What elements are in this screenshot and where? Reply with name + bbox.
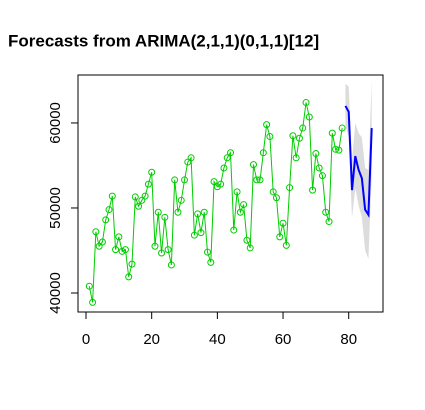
observed-point (102, 216, 110, 224)
observed-point (269, 188, 277, 196)
observed-point (325, 218, 333, 226)
y-tick-label: 50000 (47, 187, 64, 229)
observed-point (295, 134, 303, 142)
observed-point (240, 201, 248, 209)
x-tick-label: 0 (82, 331, 90, 348)
x-tick-label: 40 (209, 331, 226, 348)
observed-point (158, 249, 166, 257)
observed-point (318, 172, 326, 180)
observed-point (171, 176, 179, 184)
observed-point (259, 149, 267, 157)
observed-point (289, 132, 297, 140)
observed-point (246, 244, 254, 252)
observed-point (174, 208, 182, 216)
observed-point (85, 282, 93, 290)
observed-point (292, 154, 300, 162)
observed-point (98, 238, 106, 246)
observed-point (253, 176, 261, 184)
observed-point (263, 121, 271, 129)
observed-point (335, 146, 343, 154)
observed-point (184, 158, 192, 166)
observed-point (131, 193, 139, 201)
observed-point (338, 124, 346, 132)
observed-point (197, 229, 205, 237)
observed-point (141, 192, 149, 200)
observed-point (236, 208, 244, 216)
x-tick-label: 80 (340, 331, 357, 348)
observed-point (207, 258, 215, 266)
observed-point (154, 208, 162, 216)
observed-point (217, 180, 225, 188)
observed-point (299, 124, 307, 132)
observed-point (282, 241, 290, 249)
observed-point (249, 161, 257, 169)
observed-point (315, 164, 323, 172)
observed-point (108, 192, 116, 200)
observed-point (89, 298, 97, 306)
y-tick-label: 60000 (47, 102, 64, 144)
observed-point (305, 113, 313, 121)
observed-point (167, 261, 175, 269)
observed-point (128, 260, 136, 268)
observed-point (230, 226, 238, 234)
observed-point (148, 168, 156, 176)
observed-point (256, 176, 264, 184)
observed-point (309, 186, 317, 194)
observed-point (194, 210, 202, 218)
observed-point (272, 194, 280, 202)
observed-point (223, 154, 231, 162)
observed-point (161, 213, 169, 221)
observed-point (243, 236, 251, 244)
observed-point (151, 242, 159, 250)
observed-point (332, 145, 340, 153)
observed-point (302, 99, 310, 107)
observed-point (276, 233, 284, 241)
observed-point (190, 231, 198, 239)
forecast-line (344, 105, 373, 218)
observed-point (204, 248, 212, 256)
observed-point (312, 150, 320, 158)
observed-point (328, 129, 336, 137)
observed-point (210, 178, 218, 186)
plot-box (77, 74, 384, 313)
observed-point (115, 233, 123, 241)
observed-point (138, 196, 146, 204)
observed-point (135, 202, 143, 210)
observed-point (125, 273, 133, 281)
observed-point (220, 164, 228, 172)
observed-point (121, 246, 129, 254)
x-tick-label: 60 (275, 331, 292, 348)
observed-point (92, 228, 100, 236)
observed-point (227, 149, 234, 157)
observed-point (279, 219, 287, 227)
chart-title: Forecasts from ARIMA(2,1,1)(0,1,1)[12] (8, 31, 319, 50)
observed-point (177, 196, 185, 204)
y-tick-label: 40000 (47, 272, 64, 314)
observed-point (181, 176, 189, 184)
observed-point (266, 133, 274, 141)
observed-point (112, 246, 120, 254)
x-tick-label: 20 (143, 331, 160, 348)
observed-point (322, 208, 330, 216)
observed-point (286, 184, 294, 192)
observed-point (105, 206, 113, 214)
observed-point (144, 180, 152, 188)
observed-point (164, 246, 172, 254)
observed-point (187, 154, 195, 162)
observed-point (95, 242, 103, 250)
observed-point (233, 188, 241, 196)
observed-point (200, 208, 208, 216)
observed-point (118, 247, 126, 255)
